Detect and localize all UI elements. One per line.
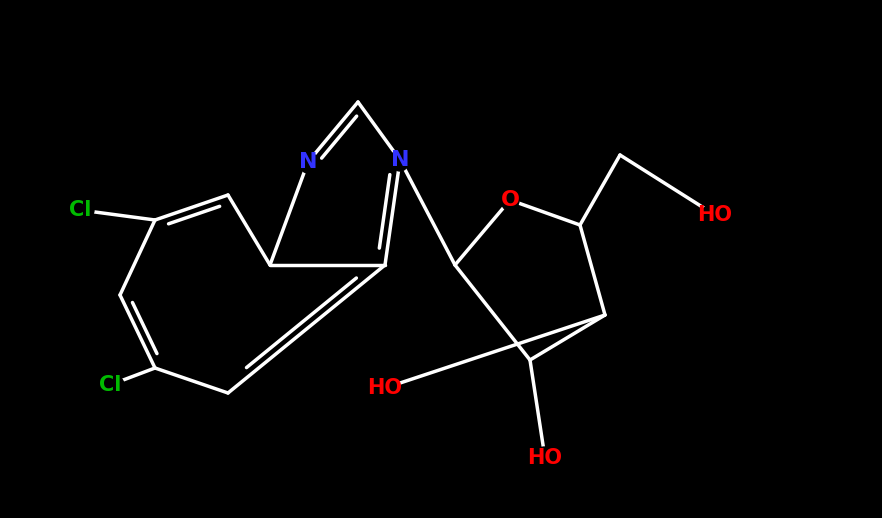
- Text: HO: HO: [698, 205, 732, 225]
- Ellipse shape: [371, 377, 399, 399]
- Ellipse shape: [96, 374, 124, 396]
- Ellipse shape: [701, 204, 729, 226]
- Ellipse shape: [531, 447, 559, 469]
- Ellipse shape: [391, 149, 409, 171]
- Text: Cl: Cl: [69, 200, 91, 220]
- Ellipse shape: [299, 151, 317, 173]
- Text: Cl: Cl: [99, 375, 121, 395]
- Text: N: N: [299, 152, 318, 172]
- Text: HO: HO: [368, 378, 402, 398]
- Ellipse shape: [66, 199, 94, 221]
- Text: HO: HO: [527, 448, 563, 468]
- Text: N: N: [391, 150, 409, 170]
- Text: O: O: [500, 190, 519, 210]
- Ellipse shape: [501, 189, 519, 211]
